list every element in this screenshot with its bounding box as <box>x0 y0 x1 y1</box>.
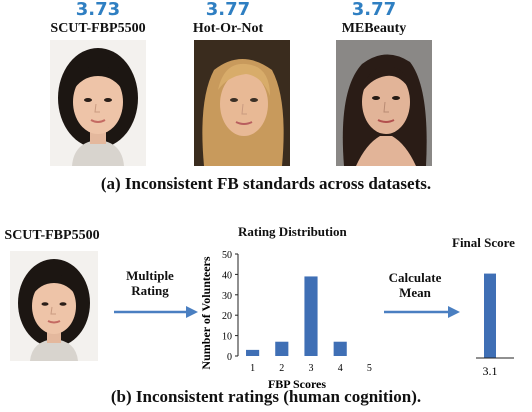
dataset-label-2: Hot-Or-Not <box>192 21 264 36</box>
final-score-chart: 3.1 <box>476 273 514 378</box>
caption-a: (a) Inconsistent FB standards across dat… <box>100 174 432 193</box>
dataset-label-3: MEBeauty <box>341 21 407 36</box>
y-tick-label: 10 <box>222 332 232 343</box>
bar-score-1 <box>246 349 260 356</box>
caption-b: (b) Inconsistent ratings (human cognitio… <box>110 387 422 406</box>
face-image-scut-b <box>10 251 98 361</box>
arrow-to-final <box>384 306 460 318</box>
arrow-to-chart <box>114 306 198 318</box>
score-3: 3.77 <box>351 0 397 20</box>
calculate-mean-line2: Mean <box>399 285 431 300</box>
final-score-label: 3.1 <box>483 364 498 378</box>
y-tick-label: 20 <box>222 311 232 322</box>
x-tick-label: 4 <box>338 363 343 374</box>
final-score-bar-group <box>484 273 496 358</box>
y-tick-label: 0 <box>227 352 232 363</box>
x-tick-label: 2 <box>279 363 284 374</box>
multiple-rating-line2: Rating <box>131 283 169 298</box>
final-score-title: Final Score <box>452 235 515 250</box>
x-axis-label: FBP Scores <box>268 377 326 391</box>
y-axis-label: Number of Volunteers <box>199 256 213 369</box>
y-tick-label: 40 <box>222 270 232 281</box>
x-tick-label: 1 <box>250 363 255 374</box>
bar-score-2 <box>275 341 289 356</box>
multiple-rating-label: Multiple Rating <box>110 268 190 298</box>
calculate-mean-label: Calculate Mean <box>380 270 450 300</box>
chart-title: Rating Distribution <box>238 224 347 239</box>
bar-score-4 <box>333 341 347 356</box>
y-tick-label: 50 <box>222 250 232 261</box>
bar-score-3 <box>304 276 318 356</box>
x-tick-label: 3 <box>309 363 314 374</box>
multiple-rating-line1: Multiple <box>126 268 174 283</box>
face-image-mebeauty <box>336 40 432 166</box>
y-tick-label: 30 <box>222 291 232 302</box>
final-score-bar <box>484 273 496 358</box>
rating-distribution-chart: 0 10 20 30 40 50 1 2 3 4 5 FBP Scores Number of Vo… <box>199 250 372 391</box>
dataset-label-1: SCUT-FBP5500 <box>50 21 146 36</box>
dataset-label-b: SCUT-FBP5500 <box>4 228 100 243</box>
face-image-scut <box>50 40 146 166</box>
chart-ticks: 0 10 20 30 40 50 1 2 3 4 5 <box>222 250 372 374</box>
score-1: 3.73 <box>75 0 121 20</box>
face-image-hotornot <box>194 40 290 166</box>
chart-bars <box>246 276 347 356</box>
calculate-mean-line1: Calculate <box>388 270 442 285</box>
x-tick-label: 5 <box>367 363 372 374</box>
score-2: 3.77 <box>205 0 251 20</box>
